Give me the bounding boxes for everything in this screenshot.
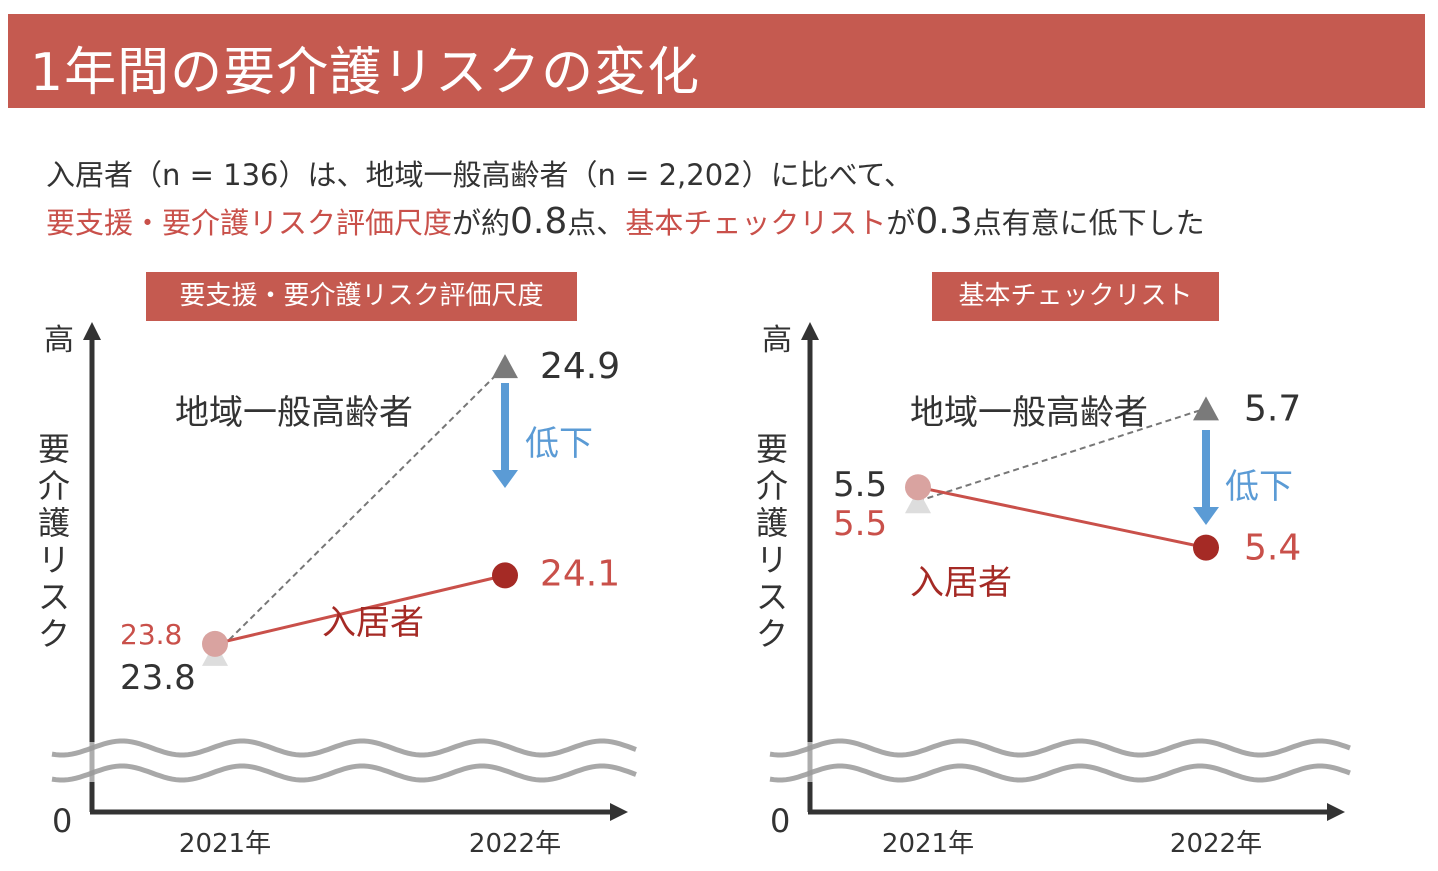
y-axis-arrow-icon: [83, 322, 101, 340]
summary-term-1: 要支援・要介護リスク評価尺度: [46, 206, 453, 240]
y-axis-label-char: ク: [38, 615, 70, 653]
y-axis-top-label: 高: [762, 323, 792, 358]
x-axis-arrow-icon: [610, 803, 628, 821]
general-series-line: [917, 407, 1207, 503]
resident-circle-marker: [202, 630, 228, 657]
y-axis-label-char: ス: [756, 578, 788, 616]
general-triangle-marker: [1193, 396, 1219, 421]
arrow-down-icon: [1193, 507, 1219, 525]
summary-text: 点有意に低下した: [972, 206, 1205, 240]
y-axis-label-char: 要: [38, 430, 70, 468]
axis-break-wave: [51, 738, 637, 758]
axis-break-mask: [87, 742, 97, 782]
general-series-line: [214, 365, 506, 655]
decrease-annotation: 低下: [525, 424, 593, 464]
decrease-annotation: 低下: [1225, 467, 1293, 507]
x-axis-arrow-icon: [1327, 803, 1345, 821]
axis-break-wave: [769, 763, 1351, 783]
resident-value-label: 24.1: [540, 553, 620, 594]
axis-break-mask: [805, 742, 815, 782]
y-axis-top-label: 高: [44, 323, 74, 358]
y-axis-label-char: 要: [756, 430, 788, 468]
y-axis-label-char: リ: [756, 541, 788, 579]
summary-line-2: 要支援・要介護リスク評価尺度が約0.8点、基本チェックリストが0.3点有意に低下…: [46, 200, 1205, 242]
summary-line-1: 入居者（n = 136）は、地域一般高齢者（n = 2,202）に比べて、: [46, 158, 913, 192]
chart-2-title: 基本チェックリスト: [932, 272, 1219, 321]
general-value-label: 24.9: [540, 346, 620, 387]
resident-circle-marker: [492, 562, 518, 589]
x-tick-label: 2021年: [179, 829, 271, 859]
y-axis-arrow-icon: [801, 322, 819, 340]
resident-circle-marker: [1193, 534, 1219, 561]
axis-break-wave: [51, 763, 637, 783]
y-axis-label-char: 介: [38, 467, 70, 505]
y-axis-label-char: 介: [756, 467, 788, 505]
summary-text: が約: [452, 206, 511, 240]
y-axis-label-char: リ: [38, 541, 70, 579]
summary-text: 点、: [567, 206, 626, 240]
resident-value-label: 23.8: [120, 618, 182, 651]
resident-series-line: [917, 485, 1207, 550]
resident-value-label: 5.4: [1244, 528, 1301, 569]
y-axis-label-char: 護: [756, 504, 788, 542]
arrow-down-icon: [492, 470, 518, 488]
general-value-label: 5.5: [833, 465, 887, 505]
summary-term-2: 基本チェックリスト: [625, 206, 887, 240]
y-axis-label-char: ス: [38, 578, 70, 616]
resident-circle-marker: [905, 474, 931, 501]
y-axis-zero-label: 0: [52, 802, 72, 840]
general-series-label: 地域一般高齢者: [910, 393, 1148, 433]
y-axis-zero-label: 0: [770, 802, 790, 840]
summary-value-2: 0.3: [915, 201, 973, 242]
summary-text: が: [886, 206, 916, 240]
x-tick-label: 2022年: [469, 829, 561, 859]
resident-series-label: 入居者: [322, 603, 424, 643]
summary-value-1: 0.8: [510, 201, 568, 242]
chart-1-title: 要支援・要介護リスク評価尺度: [146, 272, 577, 321]
general-value-label: 23.8: [120, 658, 196, 698]
resident-series-label: 入居者: [910, 563, 1012, 603]
general-series-label: 地域一般高齢者: [175, 393, 413, 433]
page-title: 1年間の要介護リスクの変化: [30, 43, 701, 103]
title-bar: 1年間の要介護リスクの変化: [8, 14, 1425, 108]
axis-break-wave: [769, 738, 1351, 758]
resident-series-line: [214, 573, 506, 646]
x-tick-label: 2021年: [882, 829, 974, 859]
x-tick-label: 2022年: [1170, 829, 1262, 859]
general-triangle-marker: [492, 354, 518, 379]
resident-value-label: 5.5: [833, 504, 887, 544]
general-value-label: 5.7: [1244, 388, 1301, 429]
y-axis-label-char: 護: [38, 504, 70, 542]
y-axis-label-char: ク: [756, 615, 788, 653]
general-triangle-marker: [905, 489, 931, 514]
